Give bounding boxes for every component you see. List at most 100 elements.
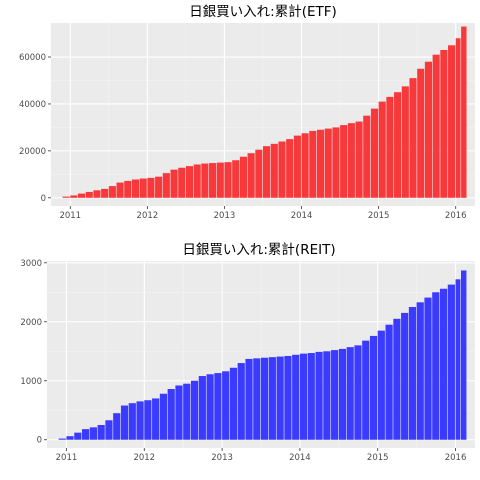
etf-bar: [455, 38, 461, 198]
etf-y-axis: 0 20000 40000 60000: [19, 53, 51, 204]
reit-gridlines: [47, 261, 475, 448]
reit-x-tick-label: 2015: [367, 453, 389, 463]
reit-y-tick-label: 1000: [20, 377, 42, 387]
etf-bar: [216, 162, 224, 198]
reit-bar: [369, 335, 378, 440]
etf-bar: [440, 49, 448, 198]
reit-x-tick-label: 2014: [289, 453, 311, 463]
etf-bar: [316, 129, 325, 198]
etf-bar: [247, 153, 255, 198]
reit-bar: [447, 284, 455, 440]
etf-x-tick-label: 2012: [137, 211, 159, 221]
reit-bar: [105, 420, 113, 440]
etf-bar: [363, 115, 371, 198]
etf-x-axis: 2011 2012 2013 2014 2015 2016: [59, 206, 467, 221]
etf-bar: [340, 125, 348, 198]
reit-bar: [346, 347, 354, 440]
etf-bar: [147, 177, 155, 198]
etf-x-tick-label: 2014: [291, 211, 313, 221]
etf-bar: [85, 191, 93, 198]
reit-x-tick-label: 2016: [445, 453, 467, 463]
etf-bars: [62, 26, 467, 198]
reit-bar: [393, 318, 401, 440]
etf-bar: [263, 146, 271, 198]
etf-x-tick-label: 2013: [214, 211, 236, 221]
etf-bar: [270, 143, 278, 198]
reit-bar: [152, 398, 160, 440]
etf-bar: [162, 173, 170, 198]
etf-y-tick-label: 0: [41, 194, 46, 204]
reit-chart-title: 日銀買い入れ:累計(REIT): [182, 242, 335, 258]
etf-bar: [370, 108, 379, 198]
etf-bar: [386, 96, 394, 198]
reit-bar: [66, 436, 74, 440]
reit-bar: [89, 427, 97, 440]
etf-bar: [394, 92, 402, 198]
reit-bar: [354, 345, 362, 440]
reit-bar: [198, 376, 206, 440]
reit-bar: [58, 438, 66, 440]
reit-bar: [113, 413, 121, 440]
reit-bars: [58, 270, 467, 440]
reit-bar: [237, 363, 245, 440]
reit-bar: [323, 351, 331, 440]
etf-bar: [101, 188, 109, 198]
reit-bar: [416, 302, 424, 440]
etf-x-tick-label: 2011: [59, 211, 81, 221]
reit-bar: [424, 297, 432, 440]
reit-bar: [82, 429, 90, 440]
reit-y-tick-label: 3000: [20, 259, 42, 269]
reit-chart: 日銀買い入れ:累計(REIT) 0 1000 2000 3000 2011 2012 20…: [20, 242, 475, 463]
etf-bar: [232, 160, 240, 198]
reit-bar: [276, 356, 284, 440]
reit-bar: [292, 354, 300, 440]
reit-bar: [128, 403, 136, 440]
reit-bar: [432, 292, 440, 440]
reit-bar: [307, 353, 315, 440]
reit-y-tick-label: 0: [37, 436, 42, 446]
etf-bar: [239, 156, 247, 198]
reit-x-axis: 2011 2012 2013 2014 2015 2016: [56, 448, 467, 463]
etf-bar: [108, 186, 116, 198]
etf-bar: [301, 133, 309, 198]
reit-bar: [362, 340, 370, 440]
etf-bar: [332, 127, 340, 198]
etf-bar: [193, 164, 201, 198]
reit-bar: [120, 405, 129, 440]
etf-bar: [62, 196, 70, 198]
etf-bar: [124, 180, 132, 198]
reit-bar: [460, 270, 467, 440]
reit-bar: [401, 312, 409, 440]
etf-bar: [324, 128, 332, 198]
reit-bar: [159, 393, 168, 440]
reit-bar: [167, 389, 175, 440]
reit-x-tick-label: 2011: [56, 453, 78, 463]
reit-bar: [284, 355, 292, 440]
etf-bar: [255, 149, 263, 198]
reit-bar: [331, 350, 339, 440]
reit-x-tick-label: 2012: [133, 453, 155, 463]
etf-bar: [278, 141, 286, 198]
etf-bar: [409, 78, 417, 198]
etf-bar: [201, 163, 209, 198]
etf-bar: [286, 139, 294, 198]
reit-bar: [175, 385, 183, 440]
reit-bar: [74, 432, 82, 440]
etf-bar: [401, 86, 409, 198]
reit-bar: [183, 383, 191, 440]
etf-bar: [209, 163, 217, 198]
etf-bar: [424, 61, 432, 198]
etf-bar: [293, 135, 301, 198]
etf-bar: [170, 169, 178, 198]
reit-y-tick-label: 2000: [20, 318, 42, 328]
etf-bar: [417, 68, 425, 198]
etf-bar: [185, 166, 194, 198]
reit-bar: [214, 373, 222, 440]
etf-bar: [93, 190, 101, 198]
reit-bar: [229, 367, 238, 440]
etf-bar: [178, 167, 186, 198]
etf-bar: [116, 182, 124, 198]
reit-bar: [136, 401, 144, 440]
etf-bar: [432, 54, 440, 198]
